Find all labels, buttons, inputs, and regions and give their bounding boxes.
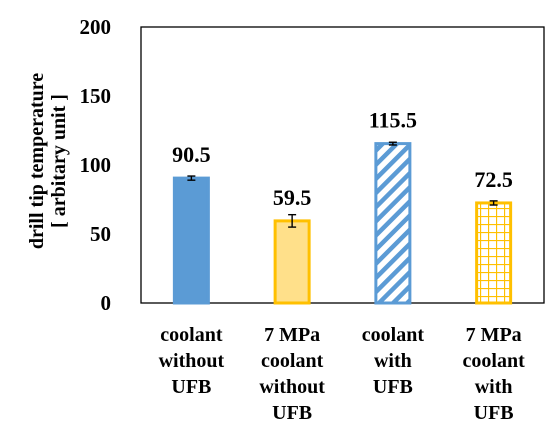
y-axis-label-line: drill tip temperature (26, 73, 48, 249)
data-label: 59.5 (273, 185, 312, 210)
y-tick-label: 200 (80, 15, 112, 39)
error-bar (388, 141, 397, 146)
error-bars (187, 141, 498, 228)
bar (273, 219, 311, 305)
y-axis-label-line: [ arbitary unit ] (48, 94, 70, 228)
category-label: coolant with UFB (362, 324, 425, 398)
bars (172, 142, 513, 305)
category-label: 7 MPa coolant with UFB (463, 324, 526, 424)
bar (475, 201, 513, 305)
y-axis-label: drill tip temperature[ arbitary unit ] (26, 73, 70, 249)
bar (172, 176, 210, 305)
error-bar (187, 175, 196, 181)
category-label: coolant without UFB (159, 324, 225, 398)
y-tick-label: 50 (90, 222, 111, 246)
data-labels: 90.5 59.5 115.5 72.5 (172, 108, 513, 210)
y-tick-label: 150 (80, 84, 112, 108)
y-tick-label: 0 (101, 291, 112, 315)
category-label: 7 MPa coolant without UFB (259, 324, 325, 424)
y-tick-label: 100 (80, 153, 112, 177)
error-bar (288, 213, 297, 228)
error-bar (489, 200, 498, 206)
bar (374, 142, 412, 305)
plot-frame (140, 26, 545, 304)
category-labels: coolant without UFB 7 MPa coolant without UFB c… (159, 324, 525, 424)
y-axis-ticks: 0 50 100 150 200 (80, 15, 112, 315)
data-label: 115.5 (369, 108, 417, 133)
data-label: 72.5 (474, 167, 513, 192)
data-label: 90.5 (172, 142, 211, 167)
